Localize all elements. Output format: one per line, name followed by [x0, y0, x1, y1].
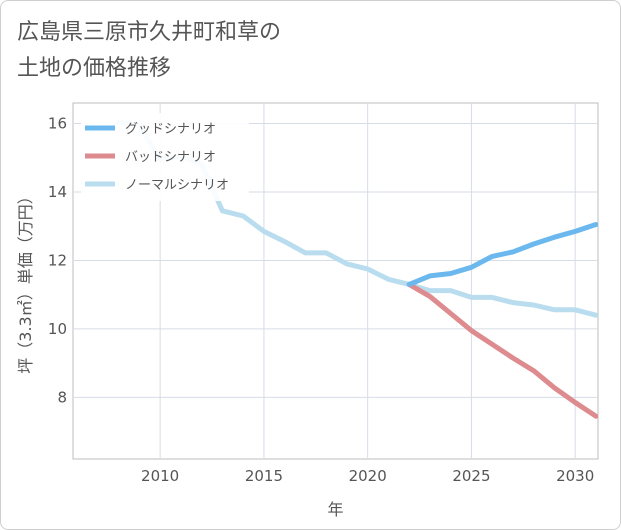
x-axis-label: 年	[327, 500, 343, 519]
y-axis-label: 坪（3.3㎡）単価（万円）	[16, 188, 35, 373]
x-tick-label: 2030	[556, 467, 594, 485]
x-tick-label: 2025	[452, 467, 490, 485]
x-tick-label: 2015	[245, 467, 283, 485]
y-tick-label: 16	[48, 115, 67, 133]
series-line-0	[406, 222, 598, 287]
y-tick-label: 8	[57, 388, 67, 406]
series-line-1	[406, 281, 598, 419]
legend-label: ノーマルシナリオ	[125, 178, 229, 193]
legend-label: グッドシナリオ	[125, 122, 216, 137]
x-tick-label: 2010	[141, 467, 179, 485]
legend-label: バッドシナリオ	[125, 150, 216, 165]
y-tick-label: 12	[48, 251, 67, 269]
chart-title: 広島県三原市久井町和草の 土地の価格推移	[17, 20, 282, 81]
y-tick-label: 14	[48, 183, 67, 201]
y-tick-label: 10	[48, 320, 67, 338]
x-tick-label: 2020	[349, 467, 387, 485]
